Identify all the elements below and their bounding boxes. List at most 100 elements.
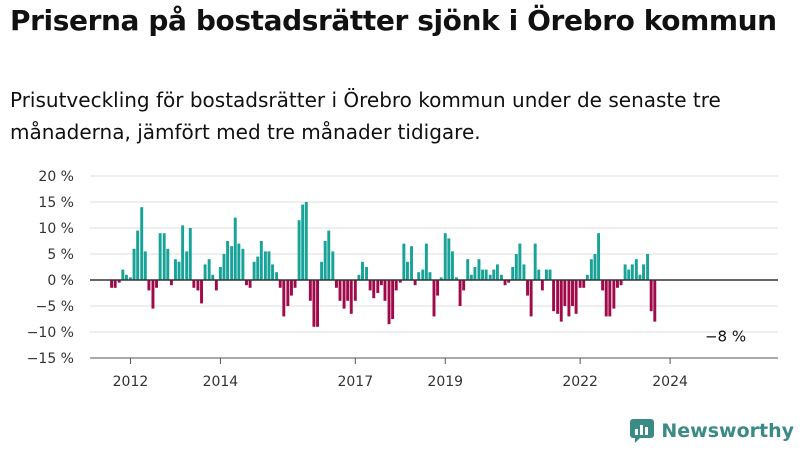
bar — [585, 274, 589, 280]
bar — [289, 280, 293, 296]
y-tick-label: 15 % — [38, 195, 74, 211]
bar — [391, 280, 395, 319]
bar — [511, 267, 515, 280]
bar — [533, 243, 537, 280]
y-tick-label: 0 % — [47, 273, 74, 289]
bar — [376, 280, 380, 293]
bar — [245, 280, 248, 286]
bar — [402, 243, 406, 280]
bar — [357, 274, 361, 280]
bar — [417, 272, 421, 280]
bar — [241, 248, 245, 280]
bar — [634, 259, 638, 280]
bar — [312, 280, 316, 327]
bar — [653, 280, 657, 322]
bar — [473, 267, 477, 280]
bar — [233, 217, 237, 280]
bar — [331, 251, 335, 280]
bar — [185, 251, 189, 280]
bar — [349, 280, 353, 314]
bar — [301, 204, 305, 280]
bar — [252, 261, 256, 280]
bar — [458, 280, 462, 306]
bar — [492, 269, 496, 280]
x-tick-label: 2012 — [113, 374, 149, 390]
bar — [297, 220, 301, 280]
bar — [207, 259, 211, 280]
bar — [173, 259, 177, 280]
bar — [638, 274, 642, 280]
latest-value-annotation: −8 % — [705, 328, 746, 346]
bar — [177, 261, 181, 280]
bar — [413, 280, 417, 286]
bar — [140, 207, 144, 280]
bar — [488, 274, 492, 280]
y-tick-label: −15 % — [27, 351, 74, 367]
bar — [604, 280, 608, 317]
chart-subtitle: Prisutveckling för bostadsrätter i Örebr… — [10, 88, 721, 144]
bar — [537, 269, 541, 280]
bar — [589, 259, 593, 280]
x-tick-label: 2014 — [203, 374, 239, 390]
bar — [361, 261, 364, 280]
x-tick-label: 2019 — [427, 374, 463, 390]
x-tick-label: 2017 — [337, 374, 373, 390]
bar — [169, 280, 173, 286]
bar — [466, 259, 470, 280]
bar — [646, 254, 650, 280]
bar — [379, 280, 383, 286]
bar — [368, 280, 372, 291]
bar — [346, 280, 350, 301]
bar — [320, 261, 324, 280]
bar — [439, 277, 443, 280]
newsworthy-logo-icon — [630, 419, 655, 443]
bar — [226, 241, 230, 280]
bar — [552, 280, 556, 312]
bar — [147, 280, 151, 291]
bar — [455, 277, 458, 280]
bar — [338, 280, 342, 301]
bar — [203, 264, 207, 280]
bar — [342, 280, 346, 309]
bar — [188, 228, 192, 280]
bar — [132, 248, 136, 280]
bar — [323, 241, 327, 280]
x-tick-label: 2022 — [562, 374, 598, 390]
bar — [271, 264, 275, 280]
bar — [117, 280, 121, 283]
bar — [436, 280, 440, 296]
bar — [129, 277, 132, 280]
bar — [649, 280, 653, 312]
y-tick-label: −5 % — [36, 299, 74, 315]
bar — [574, 280, 578, 314]
bar — [278, 280, 282, 288]
bar — [428, 272, 432, 280]
x-tick-label: 2024 — [652, 374, 688, 390]
bar — [410, 246, 413, 280]
bar — [113, 280, 117, 288]
bar — [192, 280, 196, 288]
bar — [383, 280, 387, 301]
bar — [424, 243, 428, 280]
y-tick-label: 20 % — [38, 169, 74, 185]
bar — [432, 280, 436, 317]
bar — [601, 280, 605, 291]
bar — [548, 269, 552, 280]
bar — [237, 243, 241, 280]
bar — [162, 233, 166, 280]
bar — [181, 225, 185, 280]
bar — [218, 267, 222, 280]
bar — [556, 280, 560, 314]
bar — [196, 280, 200, 291]
bar — [578, 280, 582, 288]
bar — [365, 267, 369, 280]
brand-footer[interactable]: Newsworthy — [629, 418, 794, 444]
bar — [155, 280, 159, 288]
bar — [514, 254, 518, 280]
page-title: Priserna på bostadsrätter sjönk i Örebro… — [10, 4, 777, 37]
bar — [495, 264, 499, 280]
bar — [462, 280, 466, 291]
bar — [477, 259, 481, 280]
bar — [582, 280, 586, 288]
